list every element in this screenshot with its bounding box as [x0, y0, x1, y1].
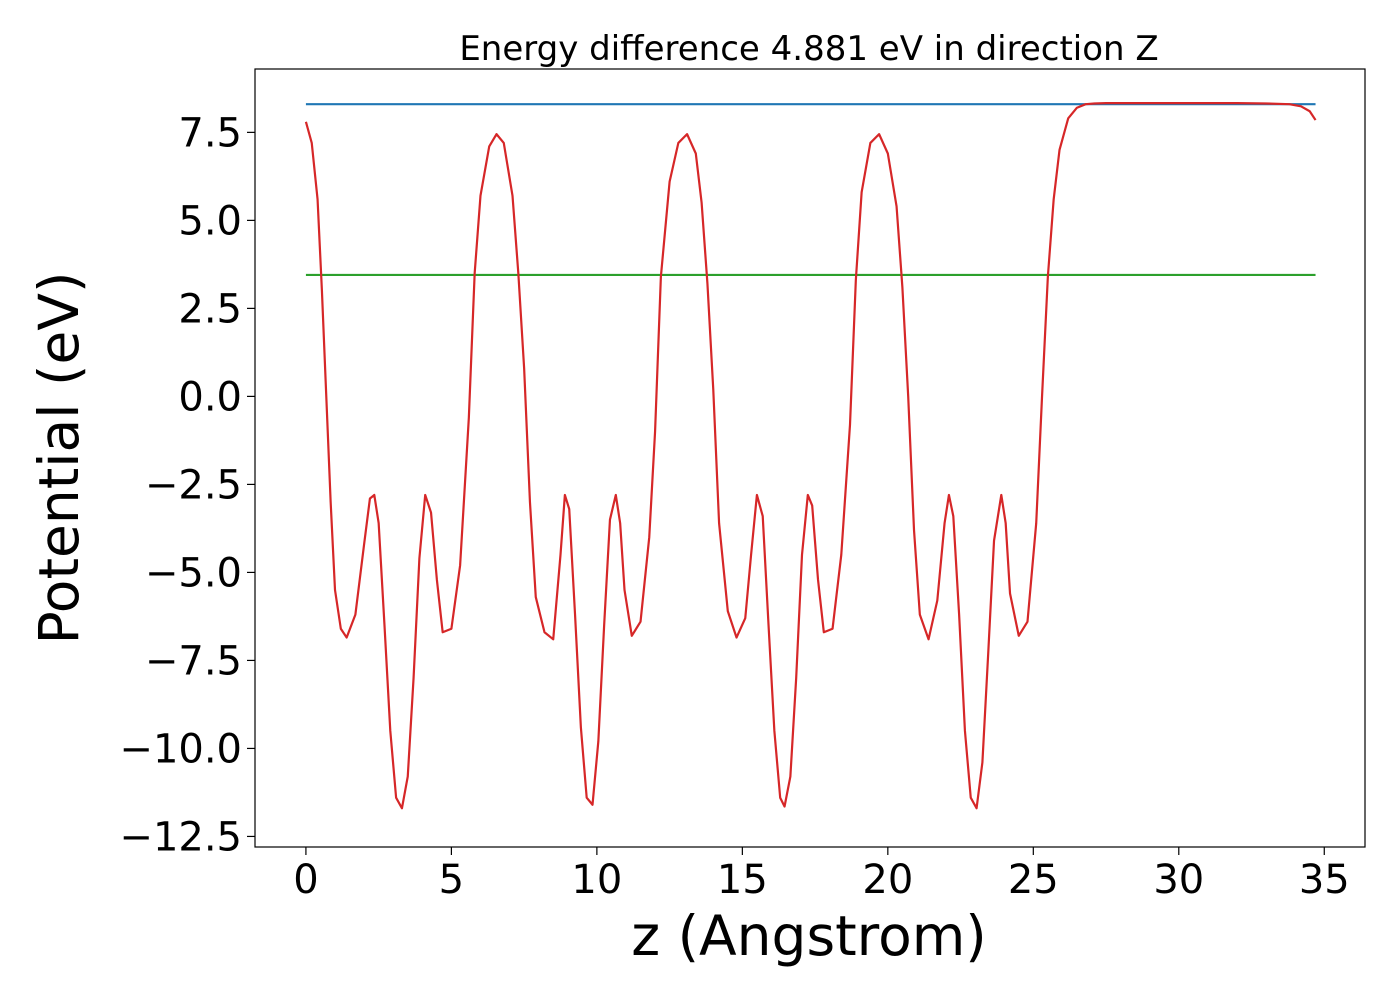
x-tick-label: 25	[1008, 857, 1059, 903]
y-tick-label: −5.0	[145, 550, 242, 596]
y-tick-label: −10.0	[119, 726, 242, 772]
y-tick-label: −2.5	[145, 462, 242, 508]
y-axis-label: Potential (eV)	[27, 272, 91, 645]
x-tick-label: 20	[862, 857, 913, 903]
x-tick-label: 10	[571, 857, 622, 903]
y-tick-label: −7.5	[145, 638, 242, 684]
y-tick-label: 7.5	[178, 110, 242, 156]
plot-frame	[254, 68, 1366, 848]
y-tick-label: 2.5	[178, 286, 242, 332]
x-axis-label: z (Angstrom)	[631, 904, 987, 968]
y-tick-label: −12.5	[119, 814, 242, 860]
y-tick-label: 5.0	[178, 198, 242, 244]
y-axis: 7.5 5.0 2.5 0.0 −2.5 −5.0 −7.5 −10.0 −12.5	[119, 110, 255, 860]
x-tick-label: 5	[439, 857, 464, 903]
series-layer	[304, 102, 1317, 810]
x-axis: 0 5 10 15 20 25 30 35	[293, 847, 1350, 903]
x-tick-label: 0	[293, 857, 318, 903]
chart-title: Energy difference 4.881 eV in direction …	[459, 29, 1158, 69]
x-tick-label: 30	[1153, 857, 1204, 903]
x-tick-label: 15	[717, 857, 768, 903]
x-tick-label: 35	[1299, 857, 1350, 903]
y-tick-label: 0.0	[178, 374, 242, 420]
series-line-2	[304, 102, 1317, 810]
